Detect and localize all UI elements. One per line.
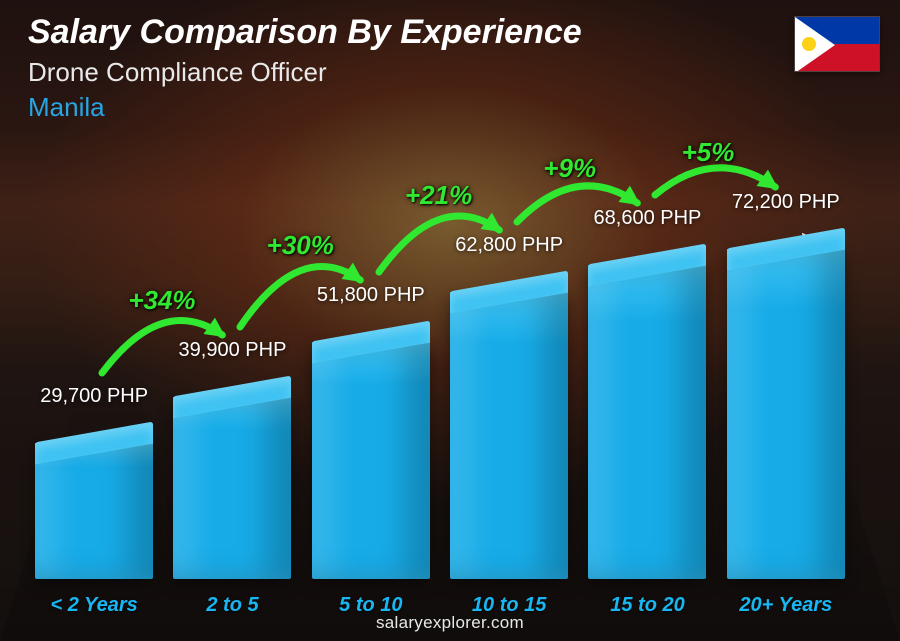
bar-value-label: 29,700 PHP	[40, 385, 148, 408]
bar-front-face	[727, 249, 845, 579]
bar-column: 29,700 PHP< 2 Years	[30, 170, 158, 579]
header: Salary Comparison By Experience Drone Co…	[28, 14, 780, 123]
bar-column: 62,800 PHP10 to 15	[445, 170, 573, 579]
bar: 72,200 PHP	[727, 227, 845, 579]
chart-location: Manila	[28, 92, 780, 123]
infographic-canvas: Salary Comparison By Experience Drone Co…	[0, 0, 900, 641]
bar-front-face	[588, 265, 706, 579]
bar-column: 68,600 PHP15 to 20	[583, 170, 711, 579]
bar-front-face	[312, 342, 430, 579]
bar: 51,800 PHP	[312, 320, 430, 579]
bar-value-label: 62,800 PHP	[455, 234, 563, 257]
bar-front-face	[35, 443, 153, 579]
chart-title: Salary Comparison By Experience	[28, 14, 780, 51]
bar-value-label: 51,800 PHP	[317, 284, 425, 307]
bar-value-label: 68,600 PHP	[594, 207, 702, 230]
bar: 68,600 PHP	[588, 243, 706, 579]
bar-column: 39,900 PHP2 to 5	[168, 170, 296, 579]
bar-front-face	[173, 397, 291, 579]
bar-value-label: 72,200 PHP	[732, 191, 840, 214]
bar-column: 51,800 PHP5 to 10	[307, 170, 435, 579]
bar: 39,900 PHP	[173, 375, 291, 579]
bar: 62,800 PHP	[450, 270, 568, 579]
bar-value-label: 39,900 PHP	[179, 339, 287, 362]
flag-sun	[802, 37, 816, 51]
bar-chart: 29,700 PHP< 2 Years39,900 PHP2 to 551,80…	[30, 170, 850, 579]
flag-philippines	[794, 16, 880, 72]
bar: 29,700 PHP	[35, 421, 153, 579]
bar-column: 72,200 PHP20+ Years	[722, 170, 850, 579]
bar-front-face	[450, 292, 568, 579]
chart-subtitle: Drone Compliance Officer	[28, 57, 780, 88]
footer-attribution: salaryexplorer.com	[0, 613, 900, 633]
